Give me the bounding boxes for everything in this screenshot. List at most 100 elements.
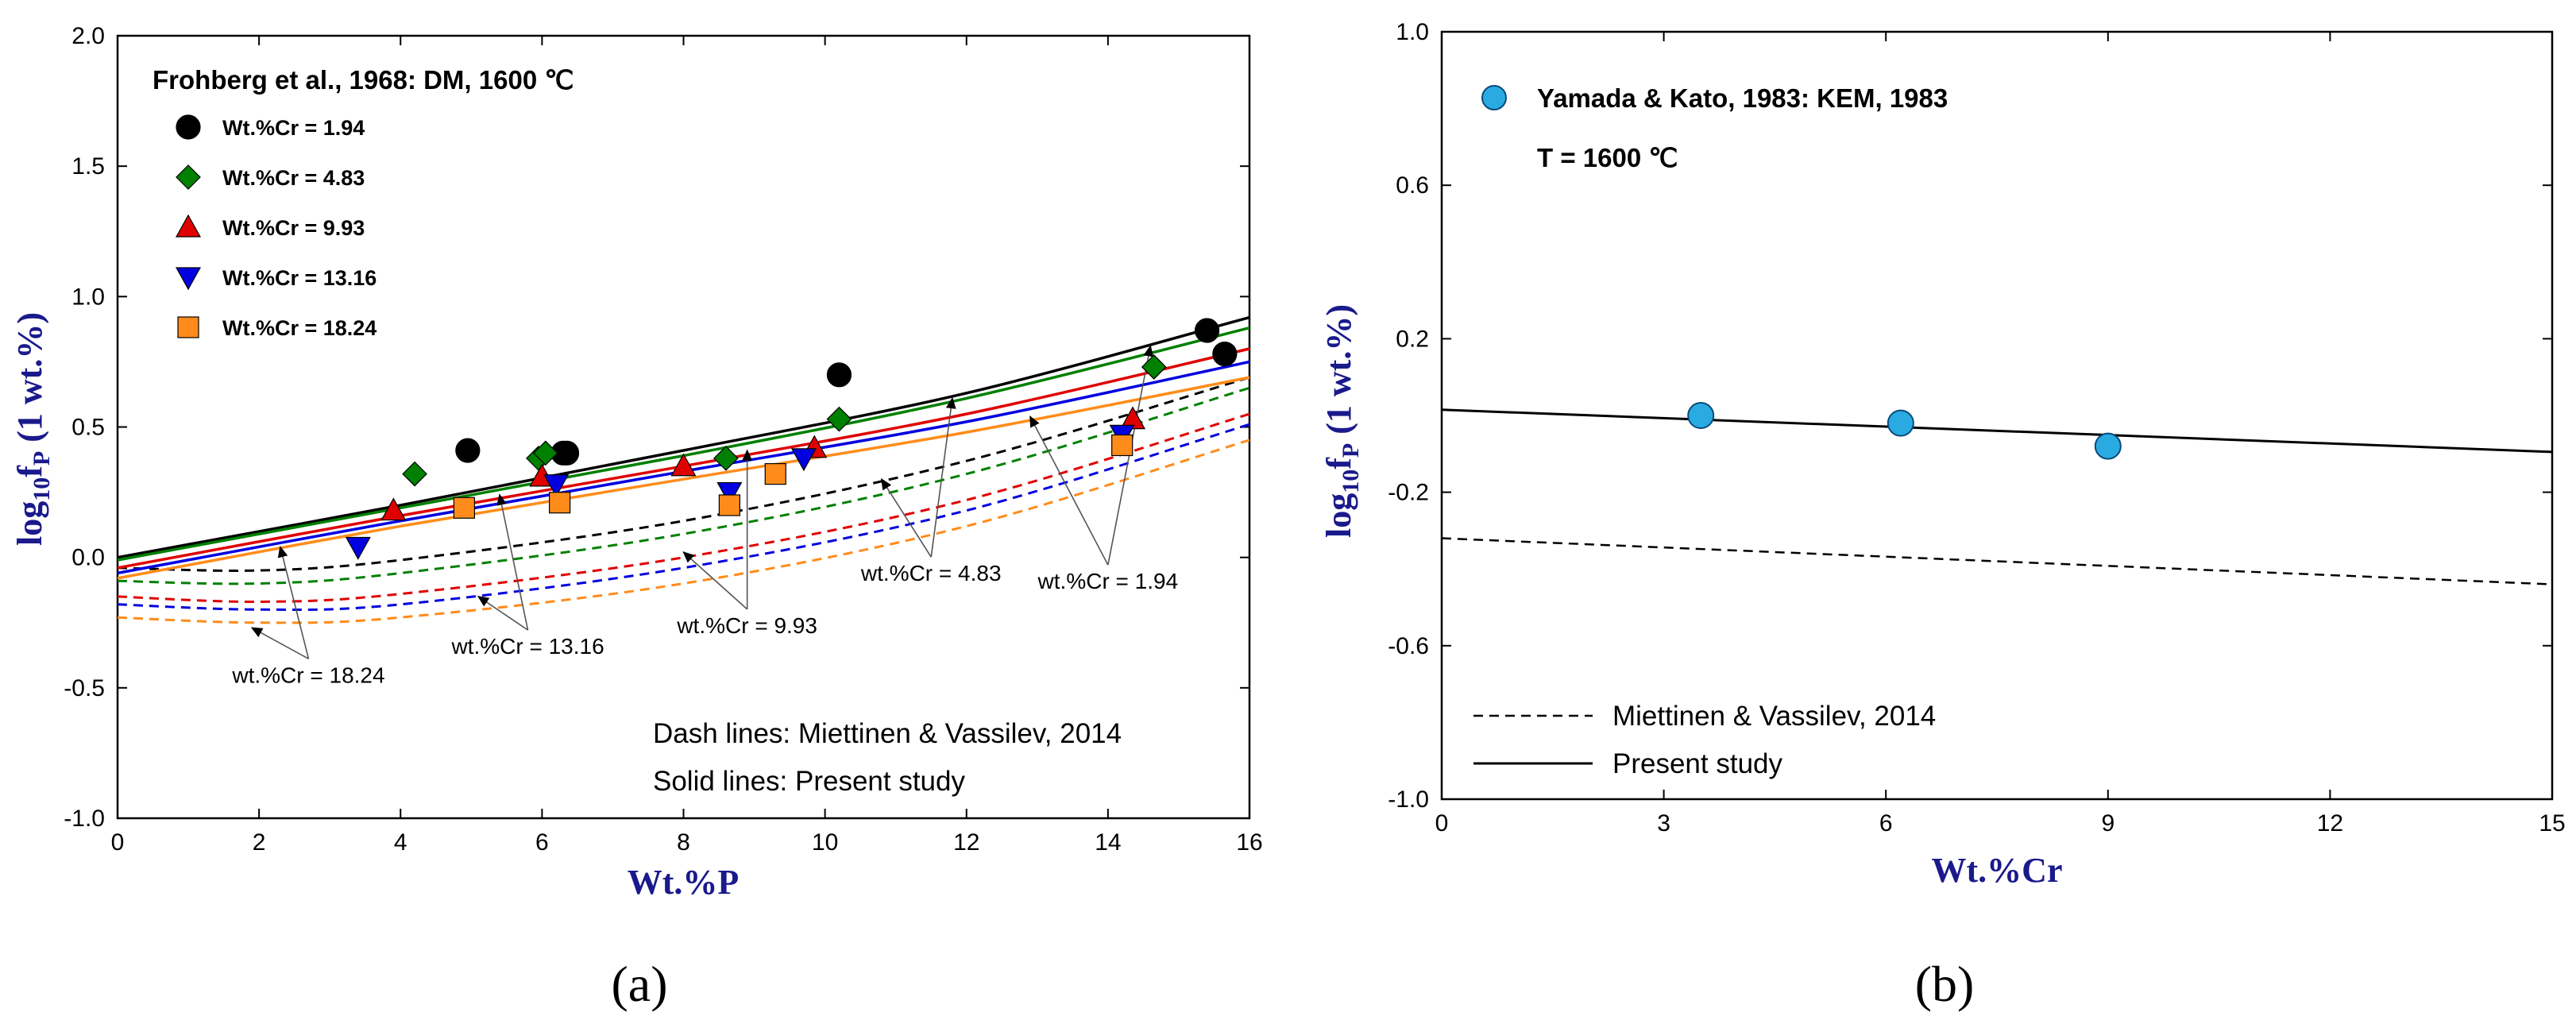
- note-solid-lines: Solid lines: Present study: [653, 766, 965, 797]
- y-tick-label-a: -1.0: [64, 806, 105, 832]
- legend-label-4: Wt.%Cr = 13.16: [222, 266, 377, 290]
- miettinen-curve-5: [117, 439, 1250, 624]
- legend-subtitle-b: T = 1600 ℃: [1537, 143, 1678, 172]
- legend-label-2: Wt.%Cr = 4.83: [222, 166, 365, 190]
- data-point-triangle-down: [543, 474, 570, 497]
- x-axis-title-a: Wt.%P: [628, 863, 740, 902]
- ticks-a: 0 2 4 6 8 10 12 14 16 -1.0 -0.5 0.0 0.5 1.0 1.5 2.0: [64, 23, 1262, 856]
- data-points-a: [345, 318, 1238, 560]
- present-study-line-b: [1441, 408, 2553, 454]
- plot-frame-b: [1440, 30, 2554, 801]
- data-point-circle: [1194, 318, 1220, 343]
- legend-marker-2: [176, 164, 201, 190]
- miettinen-curves-a: [117, 376, 1250, 624]
- data-point-square: [549, 492, 571, 514]
- panel-label-b: (b): [1915, 956, 1975, 1012]
- annotation-label-2: wt.%Cr = 4.83: [860, 561, 1002, 585]
- data-point-yamada-kato: [1887, 409, 1914, 437]
- annotation-arrow-5: [277, 545, 310, 659]
- x-tick-label-a: 14: [1095, 829, 1121, 856]
- y-tick-label-b: 1.0: [1396, 19, 1429, 45]
- x-tick-label-a: 12: [953, 829, 979, 856]
- legend-marker-5: [177, 316, 199, 338]
- y-tick-label-a: 1.0: [71, 284, 105, 310]
- annotation-arrow-2: [930, 396, 956, 558]
- panel-label-a: (a): [611, 956, 667, 1012]
- legend-marker-3: [175, 214, 202, 238]
- data-point-diamond: [826, 406, 852, 432]
- y-axis-title-a: log10fP (1 wt.%): [10, 312, 55, 546]
- data-point-triangle-down: [790, 448, 817, 472]
- annotation-label-1: wt.%Cr = 1.94: [1037, 569, 1179, 593]
- x-tick-label-a: 2: [253, 829, 266, 856]
- annotation-arrow-4: [477, 596, 529, 631]
- y-tick-label-a: 1.5: [71, 153, 105, 180]
- data-point-triangle-down: [716, 481, 743, 505]
- panel-a: 0 2 4 6 8 10 12 14 16 -1.0 -0.5 0.0 0.5 1.0 1.5 2.0 wt.…: [10, 23, 1263, 1012]
- legend-title-b: Yamada & Kato, 1983: KEM, 1983: [1537, 83, 1948, 113]
- data-point-yamada-kato: [2094, 432, 2122, 460]
- legend-marker-4: [175, 267, 202, 291]
- x-tick-label-a: 0: [111, 829, 125, 856]
- data-point-yamada-kato: [1687, 402, 1715, 429]
- annotation-label-4: wt.%Cr = 13.16: [450, 634, 604, 659]
- curve-annotations-a: wt.%Cr = 1.94 wt.%Cr = 4.83 wt.%Cr = 9.93 w…: [231, 345, 1179, 687]
- x-tick-label-b: 0: [1435, 810, 1449, 837]
- x-tick-label-b: 6: [1879, 810, 1893, 837]
- annotation-arrow-5: [250, 627, 309, 659]
- y-axis-title-b: log10fP (1 wt.%): [1319, 304, 1364, 538]
- legend-label-3: Wt.%Cr = 9.93: [222, 216, 365, 240]
- annotation-arrow-2: [881, 477, 932, 558]
- panel-b: 0 3 6 9 12 15 -1.0 -0.6 -0.2 0.2 0.6 1.0 Yamada & K…: [1319, 19, 2566, 1012]
- y-tick-label-a: -0.5: [64, 675, 105, 701]
- y-tick-label-b: -0.2: [1388, 480, 1429, 506]
- x-tick-label-b: 3: [1657, 810, 1670, 837]
- x-tick-label-b: 12: [2317, 810, 2343, 837]
- present-study-curve-5: [117, 376, 1250, 580]
- data-point-square: [1111, 434, 1134, 457]
- legend-label-miettinen: Miettinen & Vassilev, 2014: [1612, 701, 1936, 732]
- x-tick-label-a: 8: [677, 829, 690, 856]
- annotation-arrow-1: [1029, 415, 1109, 566]
- miettinen-curve-3: [117, 412, 1250, 604]
- annotation-arrow-3: [682, 551, 748, 610]
- plot-frame-a: [116, 34, 1251, 820]
- note-dash-lines: Dash lines: Miettinen & Vassilev, 2014: [653, 718, 1122, 749]
- y-tick-label-b: 0.6: [1396, 172, 1429, 199]
- present-study-curves-a: [117, 315, 1250, 580]
- legend-marker-yamada-kato: [1481, 85, 1507, 110]
- data-point-diamond: [402, 461, 427, 487]
- model-lines-b: [1441, 408, 2553, 585]
- miettinen-curve-1: [117, 376, 1250, 572]
- x-tick-label-a: 4: [394, 829, 407, 856]
- legend-label-present-study: Present study: [1612, 748, 1782, 779]
- legend-label-1: Wt.%Cr = 1.94: [222, 116, 365, 140]
- x-tick-label-a: 16: [1236, 829, 1262, 856]
- x-tick-label-a: 10: [812, 829, 838, 856]
- y-tick-label-a: 2.0: [71, 23, 105, 49]
- data-point-square: [764, 462, 786, 485]
- y-tick-label-b: -1.0: [1388, 786, 1429, 813]
- legend-a: Wt.%Cr = 1.94 Wt.%Cr = 4.83 Wt.%Cr = 9.93 W…: [175, 114, 377, 340]
- data-point-diamond: [713, 446, 739, 471]
- data-point-triangle-up: [380, 497, 407, 521]
- annotation-arrow-4: [496, 493, 529, 631]
- miettinen-curve-4: [117, 423, 1250, 612]
- y-tick-label-b: 0.2: [1396, 326, 1429, 352]
- data-point-diamond: [532, 440, 558, 466]
- x-tick-label-a: 6: [535, 829, 549, 856]
- annotation-label-5: wt.%Cr = 18.24: [231, 663, 384, 687]
- miettinen-line-b: [1441, 537, 2553, 585]
- data-point-circle: [554, 440, 580, 466]
- x-axis-title-b: Wt.%Cr: [1932, 851, 2063, 890]
- data-point-circle: [826, 362, 852, 388]
- legend-marker-1: [176, 114, 201, 140]
- legend-title-a: Frohberg et al., 1968: DM, 1600 ℃: [153, 65, 574, 95]
- data-point-triangle-up: [670, 453, 697, 477]
- ticks-b: 0 3 6 9 12 15 -1.0 -0.6 -0.2 0.2 0.6 1.0: [1388, 19, 2565, 837]
- data-points-b: [1687, 402, 2122, 460]
- x-tick-label-b: 15: [2539, 810, 2565, 837]
- data-point-diamond: [1141, 354, 1167, 380]
- annotation-label-3: wt.%Cr = 9.93: [676, 613, 817, 638]
